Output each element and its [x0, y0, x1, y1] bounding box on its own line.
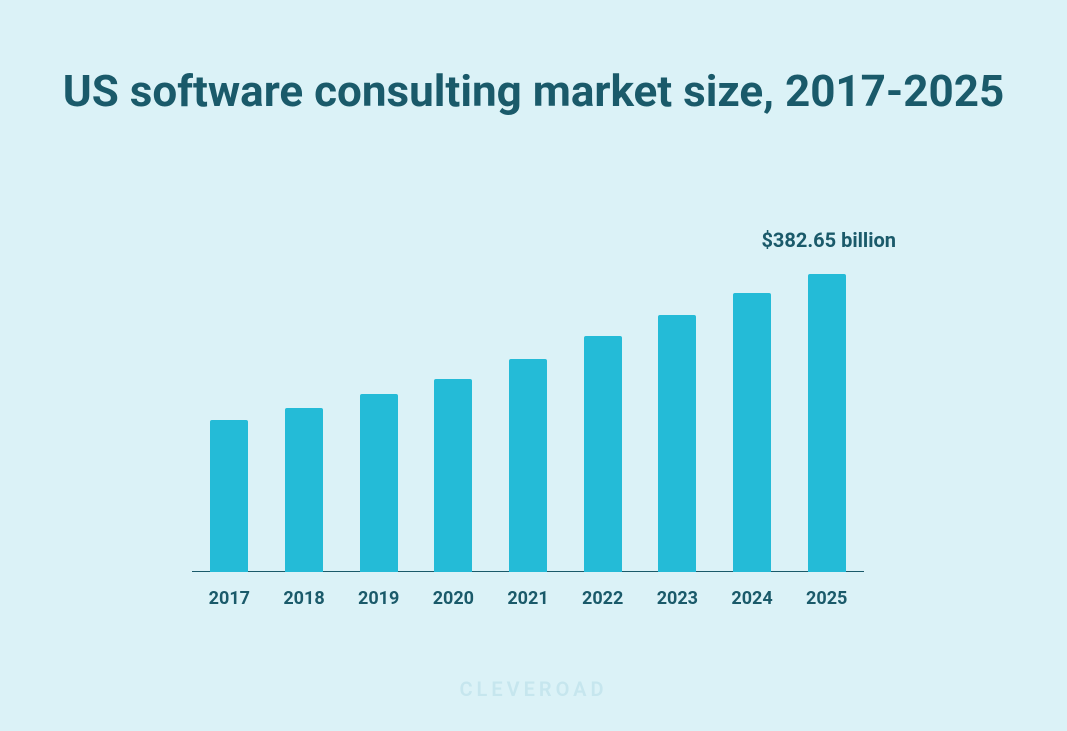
bar-slot: 2025: [789, 260, 864, 572]
bar: [733, 293, 771, 572]
chart-title: US software consulting market size, 2017…: [0, 66, 1067, 117]
bar-slot: 2018: [267, 260, 342, 572]
bar: [210, 420, 248, 572]
bar: [360, 394, 398, 572]
bar-slot: 2020: [416, 260, 491, 572]
category-label: 2020: [433, 588, 474, 609]
bar-slot: 2021: [491, 260, 566, 572]
bar-chart: 201720182019202020212022202320242025 $38…: [192, 260, 864, 572]
category-label: 2023: [657, 588, 698, 609]
category-label: 2017: [209, 588, 250, 609]
bar: [434, 379, 472, 572]
bar-slot: 2023: [640, 260, 715, 572]
bar: [584, 336, 622, 572]
category-label: 2022: [582, 588, 623, 609]
bar: [285, 408, 323, 572]
category-label: 2019: [358, 588, 399, 609]
infographic-canvas: US software consulting market size, 2017…: [0, 0, 1067, 731]
bar: [509, 359, 547, 572]
watermark: CLEVEROAD: [0, 677, 1067, 701]
bar-slot: 2017: [192, 260, 267, 572]
category-label: 2024: [731, 588, 772, 609]
bar-slot: 2024: [715, 260, 790, 572]
bars-container: 201720182019202020212022202320242025: [192, 260, 864, 572]
value-callout: $382.65 billion: [761, 228, 896, 252]
bar-slot: 2022: [565, 260, 640, 572]
category-label: 2021: [507, 588, 548, 609]
bar: [808, 274, 846, 572]
bar-slot: 2019: [341, 260, 416, 572]
category-label: 2018: [283, 588, 324, 609]
category-label: 2025: [806, 588, 847, 609]
bar: [658, 315, 696, 572]
